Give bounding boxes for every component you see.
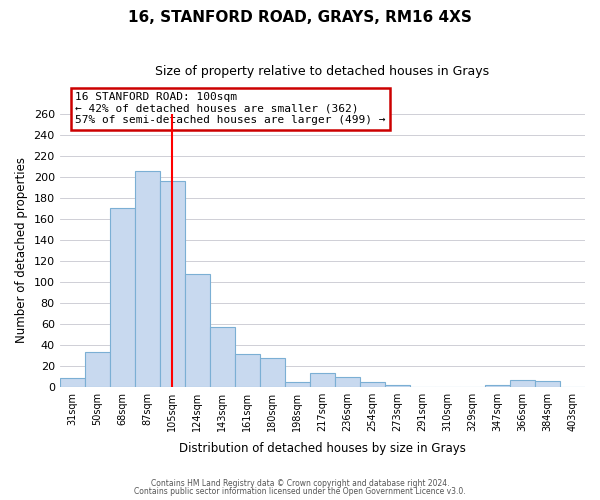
Text: 16, STANFORD ROAD, GRAYS, RM16 4XS: 16, STANFORD ROAD, GRAYS, RM16 4XS — [128, 10, 472, 25]
Text: Contains HM Land Registry data © Crown copyright and database right 2024.: Contains HM Land Registry data © Crown c… — [151, 478, 449, 488]
Bar — [260, 358, 285, 386]
Bar — [235, 354, 260, 386]
X-axis label: Distribution of detached houses by size in Grays: Distribution of detached houses by size … — [179, 442, 466, 455]
Bar — [485, 384, 510, 386]
Title: Size of property relative to detached houses in Grays: Size of property relative to detached ho… — [155, 65, 490, 78]
Bar — [110, 208, 135, 386]
Bar — [360, 382, 385, 386]
Bar — [160, 181, 185, 386]
Bar — [310, 373, 335, 386]
Text: Contains public sector information licensed under the Open Government Licence v3: Contains public sector information licen… — [134, 487, 466, 496]
Bar — [535, 382, 560, 386]
Bar — [510, 380, 535, 386]
Bar — [285, 382, 310, 386]
Bar — [85, 352, 110, 386]
Bar — [59, 378, 85, 386]
Bar — [335, 377, 360, 386]
Y-axis label: Number of detached properties: Number of detached properties — [15, 158, 28, 344]
Bar — [185, 274, 210, 386]
Bar — [135, 170, 160, 386]
Text: 16 STANFORD ROAD: 100sqm
← 42% of detached houses are smaller (362)
57% of semi-: 16 STANFORD ROAD: 100sqm ← 42% of detach… — [76, 92, 386, 126]
Bar — [385, 384, 410, 386]
Bar — [210, 327, 235, 386]
